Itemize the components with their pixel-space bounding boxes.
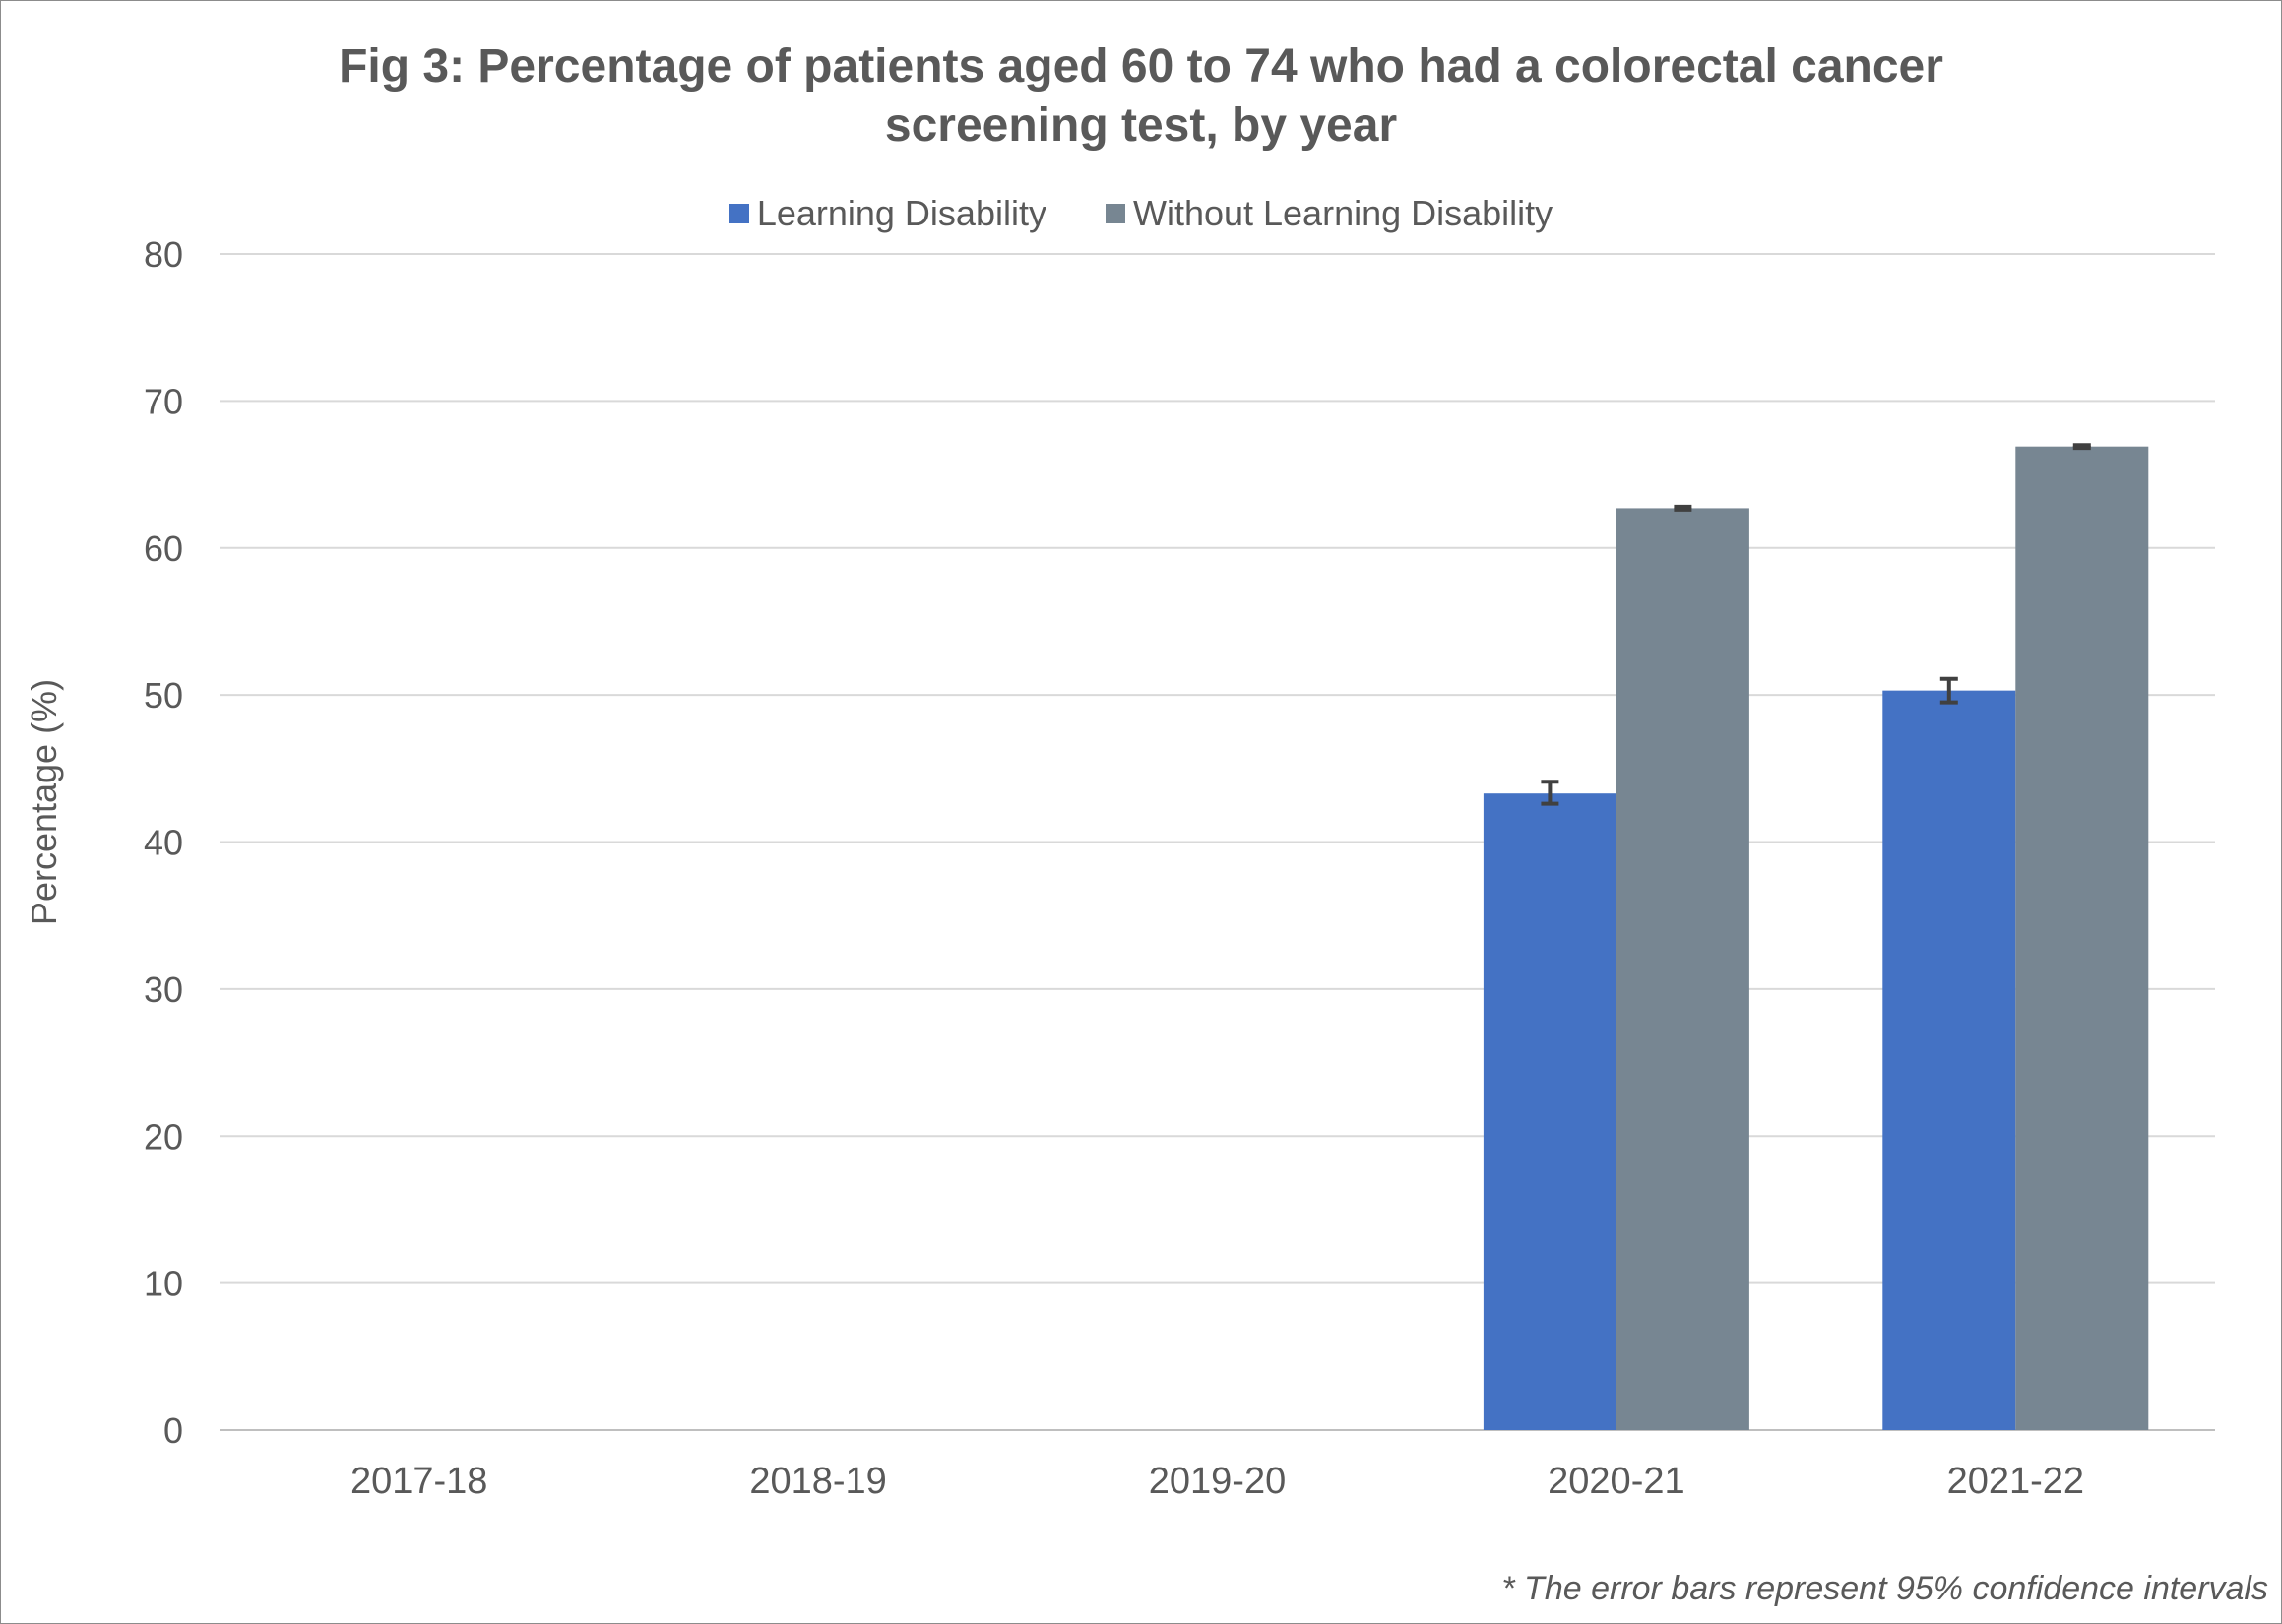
x-tick-label-2019-20: 2019-20 [1149,1461,1286,1502]
y-tick-label-60: 60 [144,529,183,569]
legend-item-without-learning-disability: Without Learning Disability [1105,193,1553,234]
chart-title-line-1: Fig 3: Percentage of patients aged 60 to… [339,40,1943,93]
bar-learning-disability-2020-21 [1483,793,1616,1430]
chart-legend: Learning Disability Without Learning Dis… [0,193,2282,234]
legend-swatch-learning-disability [729,204,749,223]
bar-without-learning-disability-2021-22 [2015,446,2149,1430]
bar-learning-disability-2021-22 [1882,690,2016,1430]
y-tick-label-0: 0 [163,1410,183,1451]
chart-title: Fig 3: Percentage of patients aged 60 to… [0,37,2282,156]
y-tick-label-80: 80 [144,234,183,275]
legend-label-without-learning-disability: Without Learning Disability [1132,193,1553,233]
x-tick-label-2021-22: 2021-22 [1947,1461,2084,1502]
x-tick-label-2020-21: 2020-21 [1548,1461,1684,1502]
legend-swatch-without-learning-disability [1105,204,1125,223]
bar-without-learning-disability-2020-21 [1616,508,1749,1430]
y-tick-label-20: 20 [144,1116,183,1156]
legend-label-learning-disability: Learning Disability [756,193,1046,233]
footnote: * The error bars represent 95% confidenc… [1501,1570,2268,1607]
legend-item-learning-disability: Learning Disability [729,193,1046,234]
y-tick-label-50: 50 [144,675,183,716]
chart-title-line-2: screening test, by year [884,99,1398,152]
x-tick-label-2017-18: 2017-18 [350,1461,487,1502]
y-tick-label-10: 10 [144,1264,183,1304]
y-tick-label-40: 40 [144,823,183,863]
x-tick-label-2018-19: 2018-19 [749,1461,886,1502]
y-tick-label-70: 70 [144,381,183,421]
y-tick-label-30: 30 [144,969,183,1010]
